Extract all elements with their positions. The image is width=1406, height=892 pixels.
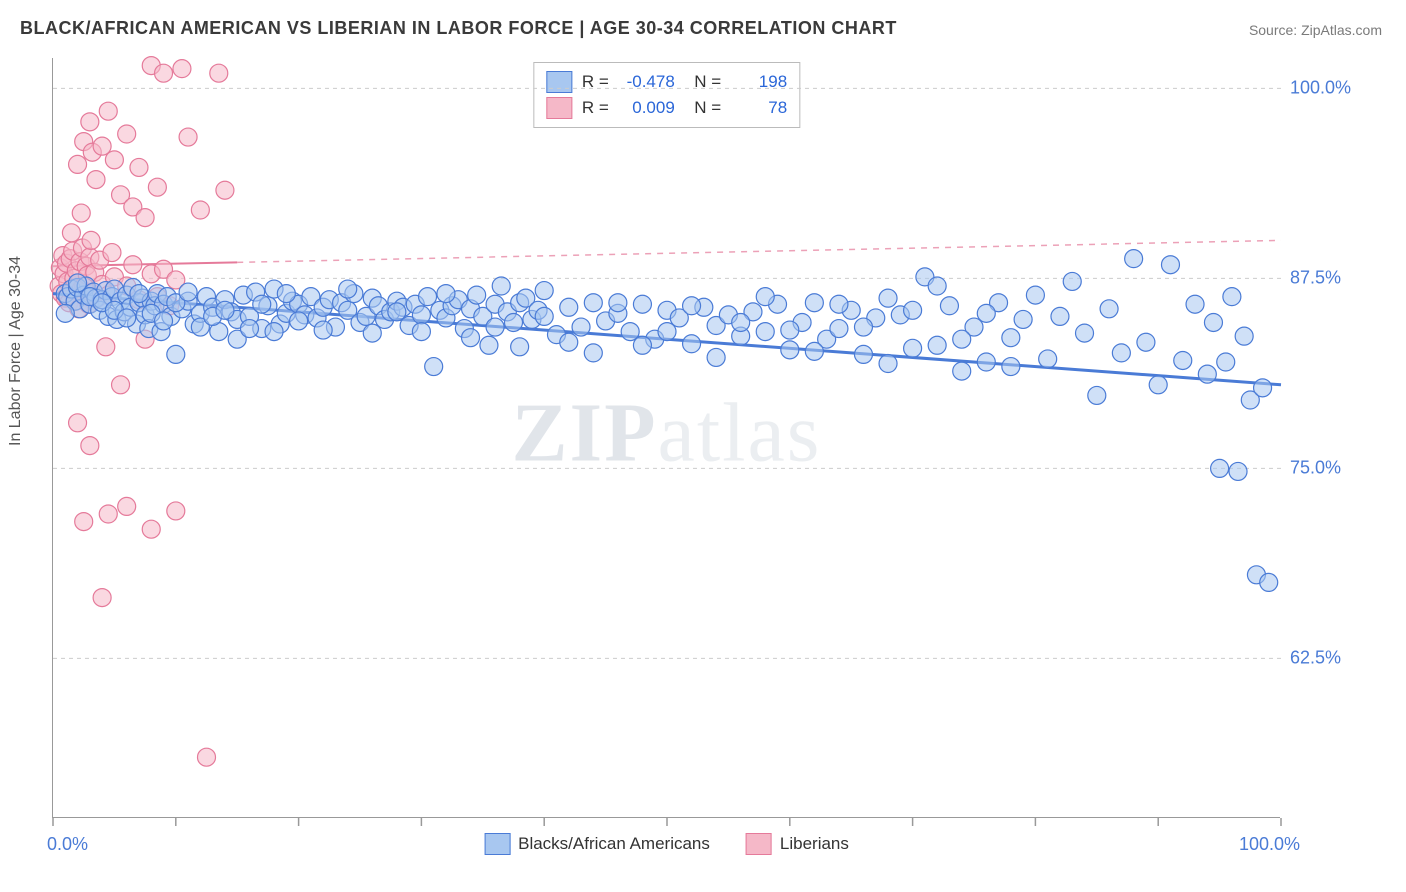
- y-tick-label: 87.5%: [1290, 268, 1378, 289]
- series-legend: Blacks/African Americans Liberians: [484, 833, 849, 855]
- y-axis-title: In Labor Force | Age 30-34: [7, 256, 25, 446]
- y-tick-label: 75.0%: [1290, 458, 1378, 479]
- chart-svg: [53, 58, 1280, 817]
- plot-area: ZIPatlas R = -0.478 N = 198 R = 0.009 N …: [52, 58, 1280, 818]
- y-tick-label: 100.0%: [1290, 78, 1378, 99]
- x-axis-max-label: 100.0%: [1239, 834, 1300, 855]
- source-label: Source: ZipAtlas.com: [1249, 22, 1382, 38]
- chart-container: BLACK/AFRICAN AMERICAN VS LIBERIAN IN LA…: [0, 0, 1406, 892]
- legend-label-0: Blacks/African Americans: [518, 834, 710, 854]
- legend-item-0: Blacks/African Americans: [484, 833, 710, 855]
- legend-item-1: Liberians: [746, 833, 849, 855]
- y-tick-label: 62.5%: [1290, 648, 1378, 669]
- legend-label-1: Liberians: [780, 834, 849, 854]
- legend-bottom-swatch-1: [746, 833, 772, 855]
- chart-title: BLACK/AFRICAN AMERICAN VS LIBERIAN IN LA…: [20, 18, 897, 39]
- x-axis-min-label: 0.0%: [47, 834, 88, 855]
- legend-bottom-swatch-0: [484, 833, 510, 855]
